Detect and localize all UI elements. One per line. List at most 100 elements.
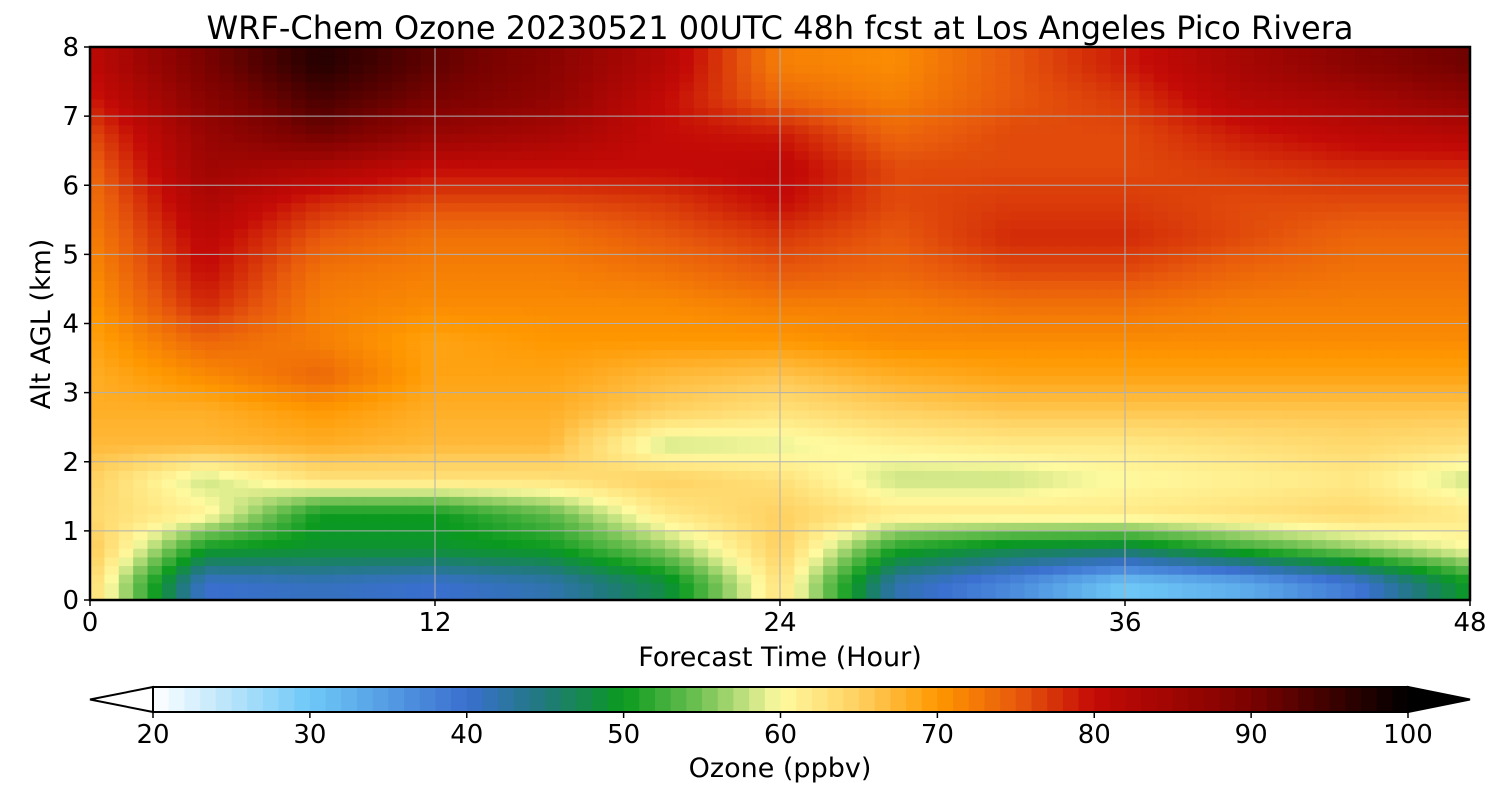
heatmap-cell	[995, 461, 1011, 471]
heatmap-cell	[1038, 530, 1054, 541]
heatmap-cell	[650, 211, 666, 221]
heatmap-cell	[1369, 323, 1385, 333]
heatmap-cell	[449, 530, 465, 541]
heatmap-cell	[1369, 159, 1385, 169]
heatmap-cell	[1110, 167, 1126, 178]
heatmap-cell	[1038, 150, 1054, 160]
heatmap-cell	[1326, 435, 1342, 446]
heatmap-cell	[1139, 513, 1155, 523]
heatmap-cell	[1110, 193, 1126, 204]
heatmap-cell	[736, 288, 752, 299]
heatmap-cell	[1067, 401, 1083, 411]
heatmap-cell	[1139, 427, 1155, 437]
heatmap-cell	[636, 392, 652, 402]
heatmap-cell	[966, 211, 982, 221]
heatmap-cell	[952, 167, 968, 178]
heatmap-cell	[995, 444, 1011, 454]
heatmap-cell	[1412, 280, 1428, 290]
heatmap-cell	[1311, 332, 1327, 342]
heatmap-cell	[133, 383, 149, 394]
heatmap-cell	[1240, 159, 1255, 169]
heatmap-cell	[1110, 548, 1126, 558]
heatmap-cell	[1240, 237, 1255, 247]
heatmap-cell	[1053, 297, 1069, 307]
heatmap-cell	[1053, 358, 1069, 368]
heatmap-cell	[1182, 288, 1198, 299]
heatmap-cell	[1196, 435, 1212, 446]
heatmap-cell	[1297, 237, 1313, 247]
heatmap-cell	[808, 237, 824, 247]
heatmap-cell	[1412, 271, 1428, 281]
heatmap-cell	[578, 444, 594, 454]
heatmap-cell	[1412, 263, 1428, 273]
heatmap-cell	[808, 185, 824, 195]
heatmap-cell	[880, 522, 896, 532]
heatmap-cell	[1139, 271, 1155, 281]
heatmap-cell	[478, 513, 494, 523]
heatmap-cell	[909, 504, 925, 515]
heatmap-cell	[650, 496, 666, 506]
heatmap-cell	[1139, 366, 1155, 376]
heatmap-cell	[1311, 340, 1327, 351]
heatmap-cell	[966, 401, 982, 411]
heatmap-cell	[1196, 271, 1212, 281]
heatmap-cell	[751, 323, 767, 333]
heatmap-cell	[1096, 237, 1112, 247]
heatmap-cell	[1024, 237, 1040, 247]
heatmap-cell	[1038, 470, 1054, 480]
heatmap-cell	[1355, 358, 1370, 368]
heatmap-cell	[1398, 219, 1414, 230]
heatmap-cell	[780, 409, 795, 420]
heatmap-cell	[751, 444, 767, 454]
heatmap-cell	[564, 245, 580, 255]
heatmap-cell	[1369, 453, 1385, 463]
heatmap-cell	[449, 211, 465, 221]
heatmap-cell	[765, 487, 781, 497]
heatmap-cell	[1153, 513, 1169, 523]
heatmap-cell	[1369, 349, 1385, 359]
heatmap-cell	[291, 539, 307, 549]
heatmap-cell	[650, 159, 666, 169]
heatmap-cell	[1326, 401, 1342, 411]
heatmap-cell	[1153, 504, 1169, 515]
heatmap-cell	[823, 565, 839, 575]
heatmap-cell	[1441, 470, 1457, 480]
heatmap-cell	[334, 418, 350, 428]
heatmap-cell	[995, 254, 1011, 264]
heatmap-cell	[578, 582, 594, 592]
heatmap-cell	[564, 453, 580, 463]
heatmap-cell	[262, 288, 278, 299]
heatmap-cell	[909, 297, 925, 307]
heatmap-cell	[808, 228, 824, 238]
heatmap-cell	[435, 504, 450, 515]
heatmap-cell	[190, 383, 206, 394]
heatmap-cell	[1283, 582, 1299, 592]
heatmap-cell	[161, 461, 177, 471]
heatmap-cell	[219, 193, 235, 204]
heatmap-cell	[161, 418, 177, 428]
heatmap-cell	[276, 332, 292, 342]
heatmap-cell	[708, 254, 724, 264]
heatmap-cell	[291, 513, 307, 523]
heatmap-cell	[995, 150, 1011, 160]
heatmap-cell	[521, 340, 537, 351]
heatmap-cell	[176, 461, 192, 471]
heatmap-cell	[1110, 323, 1126, 333]
heatmap-cell	[248, 306, 264, 316]
heatmap-cell	[679, 479, 695, 489]
heatmap-cell	[1125, 375, 1140, 385]
heatmap-cell	[1383, 556, 1399, 567]
heatmap-cell	[851, 185, 867, 195]
heatmap-cell	[1283, 219, 1299, 230]
heatmap-cell	[693, 401, 709, 411]
heatmap-cell	[1268, 202, 1284, 212]
heatmap-cell	[1412, 470, 1428, 480]
heatmap-cell	[1053, 591, 1069, 601]
heatmap-cell	[665, 340, 680, 351]
heatmap-cell	[952, 513, 968, 523]
heatmap-cell	[1311, 159, 1327, 169]
heatmap-cell	[334, 539, 350, 549]
heatmap-cell	[722, 461, 738, 471]
heatmap-cell	[233, 193, 249, 204]
heatmap-cell	[679, 453, 695, 463]
